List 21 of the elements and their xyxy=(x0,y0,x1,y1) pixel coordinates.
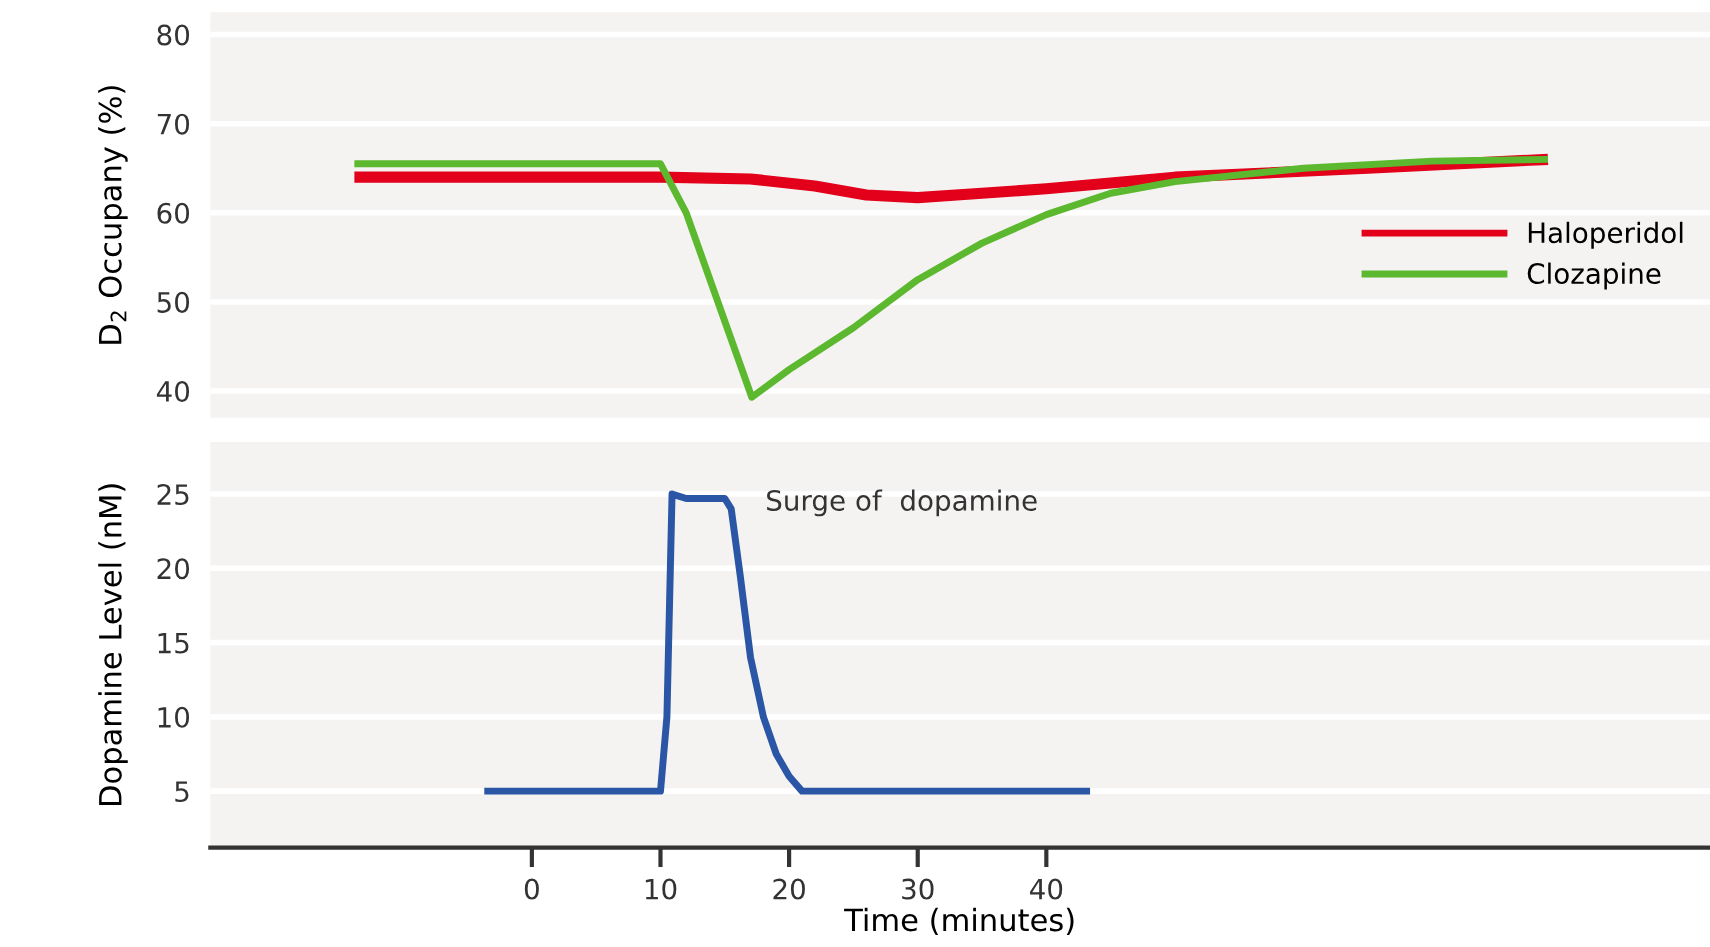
y-tick-label: 10 xyxy=(158,706,190,728)
y-tick-label: 25 xyxy=(157,484,189,506)
y-tick-label: 20 xyxy=(157,558,190,580)
x-tick-label: 10 xyxy=(645,878,677,900)
y-tick-label: 60 xyxy=(157,202,190,224)
y-axis-title: Dopamine Level (nM) xyxy=(98,484,128,806)
y-tick-label: 50 xyxy=(157,291,190,313)
y-tick-label: 5 xyxy=(175,781,189,803)
legend-label: Clozapine xyxy=(1527,262,1661,290)
x-tick-label: 40 xyxy=(1030,878,1063,900)
x-tick-label: 0 xyxy=(524,878,539,900)
y-tick-label: 40 xyxy=(156,380,190,402)
legend-label: Haloperidol xyxy=(1528,221,1683,249)
y-tick-label: 15 xyxy=(158,632,189,654)
y-axis-title: D$_{2}$ Occupany (%) xyxy=(98,86,128,344)
y-tick-label: 80 xyxy=(157,24,190,46)
y-tick-label: 70 xyxy=(157,113,190,135)
annotation: Surge of dopamine xyxy=(767,489,1037,517)
x-tick-label: 30 xyxy=(902,878,934,900)
x-axis-title: Time (minutes) xyxy=(844,907,1074,936)
x-tick-label: 20 xyxy=(773,878,805,900)
